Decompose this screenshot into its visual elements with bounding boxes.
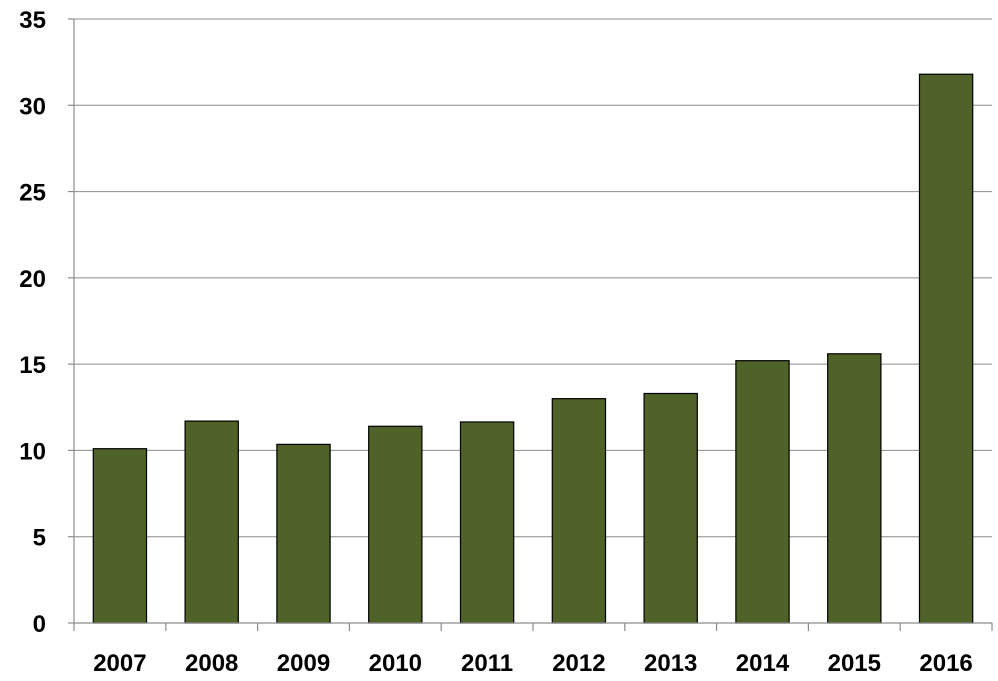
x-tick-label: 2016 [919, 650, 972, 677]
x-tick-label: 2012 [552, 650, 605, 677]
x-tick-label: 2008 [185, 650, 238, 677]
bar-2009 [276, 443, 331, 624]
bar-2007 [92, 448, 148, 624]
y-tick-label: 5 [33, 525, 46, 552]
x-tick-labels: 2007 2008 2009 2010 2011 2012 2013 2014 2015 2016 [93, 650, 973, 677]
x-tick-label: 2010 [369, 650, 422, 677]
y-tick-label: 15 [19, 352, 46, 379]
x-tick-label: 2013 [644, 650, 697, 677]
y-tick-label: 25 [19, 180, 46, 207]
bar-2014 [735, 360, 790, 624]
y-tick-label: 10 [19, 438, 46, 465]
x-tick-label: 2014 [736, 650, 790, 677]
y-tick-label: 30 [19, 93, 46, 120]
y-tick-labels: 0 5 10 15 20 25 30 35 [19, 7, 46, 638]
y-tick-label: 20 [19, 266, 46, 293]
axes [68, 18, 993, 631]
bar-2015 [827, 353, 882, 624]
bar-2010 [368, 425, 423, 624]
bar-2008 [184, 420, 239, 624]
x-tick-label: 2009 [277, 650, 330, 677]
bar-2016 [918, 73, 974, 624]
bars [92, 73, 974, 624]
bar-2011 [459, 421, 515, 624]
x-tick-label: 2007 [93, 650, 146, 677]
x-tick-label: 2011 [461, 650, 513, 677]
y-tick-label: 0 [33, 611, 46, 638]
bar-2012 [551, 398, 607, 624]
bar-2013 [643, 392, 698, 624]
x-tick-label: 2015 [828, 650, 881, 677]
y-tick-label: 35 [19, 7, 46, 34]
